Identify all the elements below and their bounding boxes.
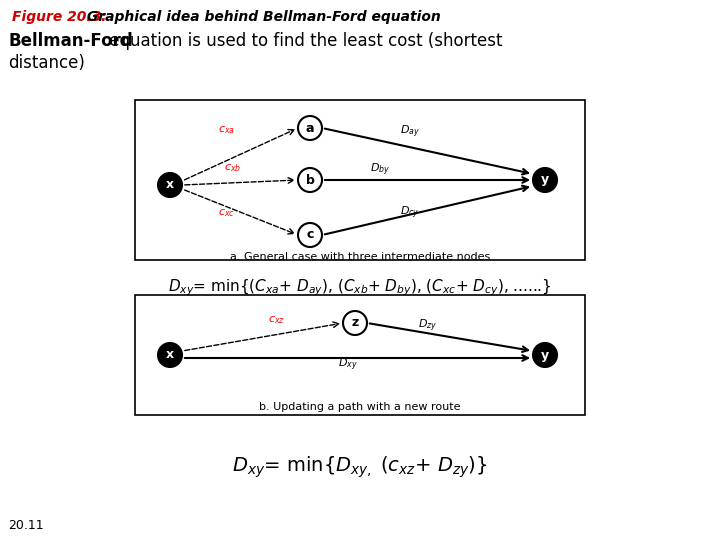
Text: $c_{xa}$: $c_{xa}$ (218, 124, 235, 136)
Bar (135, 295, 585, 415)
Text: a. General case with three intermediate nodes: a. General case with three intermediate … (230, 252, 490, 262)
Bar (135, 100, 585, 260)
Text: x: x (166, 179, 174, 192)
Text: $c_{xz}$: $c_{xz}$ (268, 314, 285, 326)
Text: x: x (166, 348, 174, 361)
Text: c: c (306, 228, 314, 241)
Text: $c_{xc}$: $c_{xc}$ (218, 207, 235, 219)
Text: z: z (351, 316, 359, 329)
Circle shape (533, 343, 557, 367)
Circle shape (298, 168, 322, 192)
Circle shape (533, 168, 557, 192)
Text: $D_{ay}$: $D_{ay}$ (400, 124, 420, 140)
Circle shape (298, 223, 322, 247)
Text: $c_{xb}$: $c_{xb}$ (224, 162, 241, 174)
Text: $D_{zy}$: $D_{zy}$ (418, 318, 437, 334)
Text: y: y (541, 348, 549, 361)
Circle shape (343, 311, 367, 335)
Circle shape (158, 173, 182, 197)
Text: $D_{xy}$= min$\{D_{xy,}$ $(c_{xz}$+ $D_{zy})\}$: $D_{xy}$= min$\{D_{xy,}$ $(c_{xz}$+ $D_{… (233, 455, 487, 481)
Text: distance): distance) (8, 54, 85, 72)
Text: $D_{xy}$: $D_{xy}$ (338, 357, 358, 373)
Text: b. Updating a path with a new route: b. Updating a path with a new route (259, 402, 461, 412)
Text: Figure 20.3:: Figure 20.3: (12, 10, 107, 24)
Circle shape (158, 343, 182, 367)
Text: b: b (305, 173, 315, 186)
Text: y: y (541, 173, 549, 186)
Text: Bellman-Ford: Bellman-Ford (8, 32, 132, 50)
Circle shape (298, 116, 322, 140)
Text: a: a (306, 122, 314, 134)
Text: 20.11: 20.11 (8, 519, 44, 532)
Text: $D_{cy}$: $D_{cy}$ (400, 205, 420, 221)
Text: equation is used to find the least cost (shortest: equation is used to find the least cost … (104, 32, 503, 50)
Text: $D_{by}$: $D_{by}$ (370, 162, 390, 178)
Text: Graphical idea behind Bellman-Ford equation: Graphical idea behind Bellman-Ford equat… (82, 10, 441, 24)
Text: $D_{xy}$= min$\{(C_{xa}$+ $D_{ay})$, $(C_{xb}$+ $D_{by})$, $(C_{xc}$+ $D_{cy})$,: $D_{xy}$= min$\{(C_{xa}$+ $D_{ay})$, $(C… (168, 277, 552, 298)
